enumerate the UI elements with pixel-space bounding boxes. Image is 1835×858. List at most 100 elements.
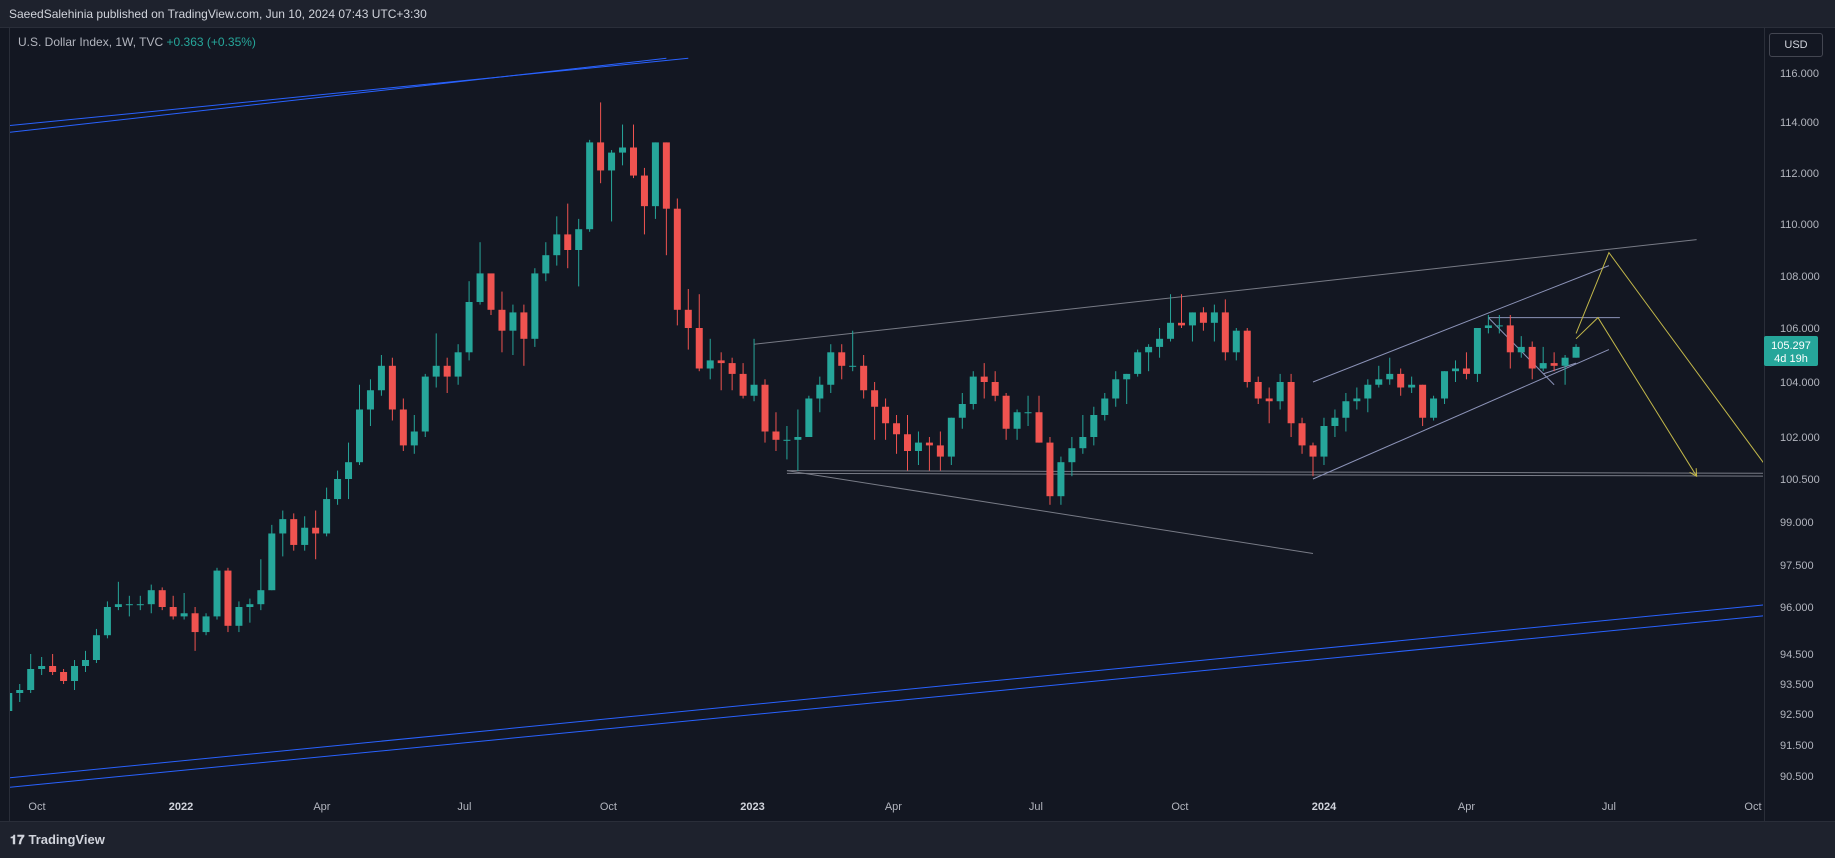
candle[interactable]	[772, 412, 780, 451]
candle[interactable]	[1298, 417, 1306, 454]
candle[interactable]	[728, 357, 736, 391]
candle[interactable]	[903, 415, 911, 471]
candle[interactable]	[1353, 387, 1361, 410]
candle[interactable]	[1232, 328, 1240, 361]
candle[interactable]	[542, 242, 550, 282]
tradingview-brand[interactable]: 𝟏𝟕 TradingView	[10, 832, 105, 848]
candle[interactable]	[1177, 294, 1185, 328]
candle[interactable]	[71, 660, 79, 690]
candle[interactable]	[1495, 315, 1503, 334]
megaphone-line[interactable]	[786, 472, 1795, 477]
candle[interactable]	[169, 595, 177, 620]
candle[interactable]	[1473, 328, 1481, 382]
rising-channel-line[interactable]	[1312, 349, 1610, 480]
candle[interactable]	[5, 693, 13, 717]
candle[interactable]	[1419, 384, 1427, 426]
candle[interactable]	[695, 294, 703, 372]
candle[interactable]	[1221, 299, 1229, 361]
candle[interactable]	[553, 216, 561, 266]
candle[interactable]	[597, 102, 605, 184]
candle[interactable]	[1167, 294, 1175, 342]
candle[interactable]	[750, 338, 758, 402]
blue-channel-line[interactable]	[0, 57, 689, 132]
candle[interactable]	[1484, 315, 1492, 334]
candle[interactable]	[520, 304, 528, 366]
candle[interactable]	[991, 371, 999, 402]
candle[interactable]	[936, 431, 944, 471]
candle[interactable]	[958, 393, 966, 429]
candle[interactable]	[1309, 442, 1317, 477]
candle[interactable]	[246, 598, 254, 623]
candle[interactable]	[355, 384, 363, 465]
candle[interactable]	[465, 281, 473, 361]
candle[interactable]	[1430, 395, 1438, 421]
candle[interactable]	[235, 601, 243, 633]
candle[interactable]	[388, 357, 396, 421]
candle[interactable]	[38, 657, 46, 675]
candle[interactable]	[1375, 365, 1383, 388]
candle[interactable]	[1134, 349, 1142, 377]
candle[interactable]	[893, 415, 901, 454]
candle[interactable]	[651, 142, 659, 219]
candle[interactable]	[1024, 395, 1032, 426]
candle[interactable]	[1145, 344, 1153, 372]
candle[interactable]	[1561, 355, 1569, 385]
candle[interactable]	[1254, 376, 1262, 404]
candle[interactable]	[377, 355, 385, 396]
candle[interactable]	[586, 139, 594, 232]
candle[interactable]	[279, 510, 287, 557]
candle[interactable]	[114, 581, 122, 611]
candle[interactable]	[1079, 415, 1087, 454]
candle[interactable]	[1331, 409, 1339, 438]
candle[interactable]	[1156, 328, 1164, 358]
candle[interactable]	[92, 628, 100, 663]
candle[interactable]	[1572, 344, 1580, 358]
candle[interactable]	[575, 218, 583, 287]
candle[interactable]	[1123, 373, 1131, 404]
candle[interactable]	[805, 395, 813, 437]
candle[interactable]	[794, 409, 802, 471]
candle[interactable]	[16, 684, 24, 702]
candle[interactable]	[224, 567, 232, 633]
candle[interactable]	[323, 487, 331, 537]
candle[interactable]	[1462, 352, 1470, 380]
candle[interactable]	[1451, 360, 1459, 382]
candle[interactable]	[619, 124, 627, 166]
candle[interactable]	[257, 559, 265, 611]
candle[interactable]	[213, 567, 221, 620]
currency-button[interactable]: USD	[1769, 33, 1823, 57]
candle[interactable]	[947, 417, 955, 465]
candle[interactable]	[1210, 304, 1218, 342]
candle[interactable]	[421, 373, 429, 437]
candle[interactable]	[739, 363, 747, 399]
candle[interactable]	[49, 654, 57, 675]
candle[interactable]	[1364, 379, 1372, 413]
candle[interactable]	[180, 593, 188, 620]
candle[interactable]	[1243, 328, 1251, 388]
candle[interactable]	[564, 203, 572, 269]
candle[interactable]	[860, 355, 868, 399]
candle[interactable]	[432, 333, 440, 388]
candle[interactable]	[158, 587, 166, 611]
candle[interactable]	[914, 431, 922, 466]
candle[interactable]	[1342, 393, 1350, 432]
candle[interactable]	[1528, 341, 1536, 380]
blue-channel-line[interactable]	[0, 568, 1835, 789]
candle[interactable]	[487, 273, 495, 315]
candle[interactable]	[969, 371, 977, 410]
candle[interactable]	[1188, 312, 1196, 342]
candle[interactable]	[531, 268, 539, 347]
candle[interactable]	[1550, 352, 1558, 372]
candle[interactable]	[290, 513, 298, 551]
megaphone-line[interactable]	[786, 470, 1795, 474]
candle[interactable]	[827, 344, 835, 393]
candle[interactable]	[1441, 371, 1449, 404]
candle[interactable]	[399, 398, 407, 452]
candle[interactable]	[1386, 357, 1394, 385]
candle[interactable]	[136, 595, 144, 611]
candle[interactable]	[1276, 373, 1284, 410]
candle[interactable]	[0, 705, 1, 730]
candle[interactable]	[27, 654, 35, 693]
candle[interactable]	[1112, 371, 1120, 407]
